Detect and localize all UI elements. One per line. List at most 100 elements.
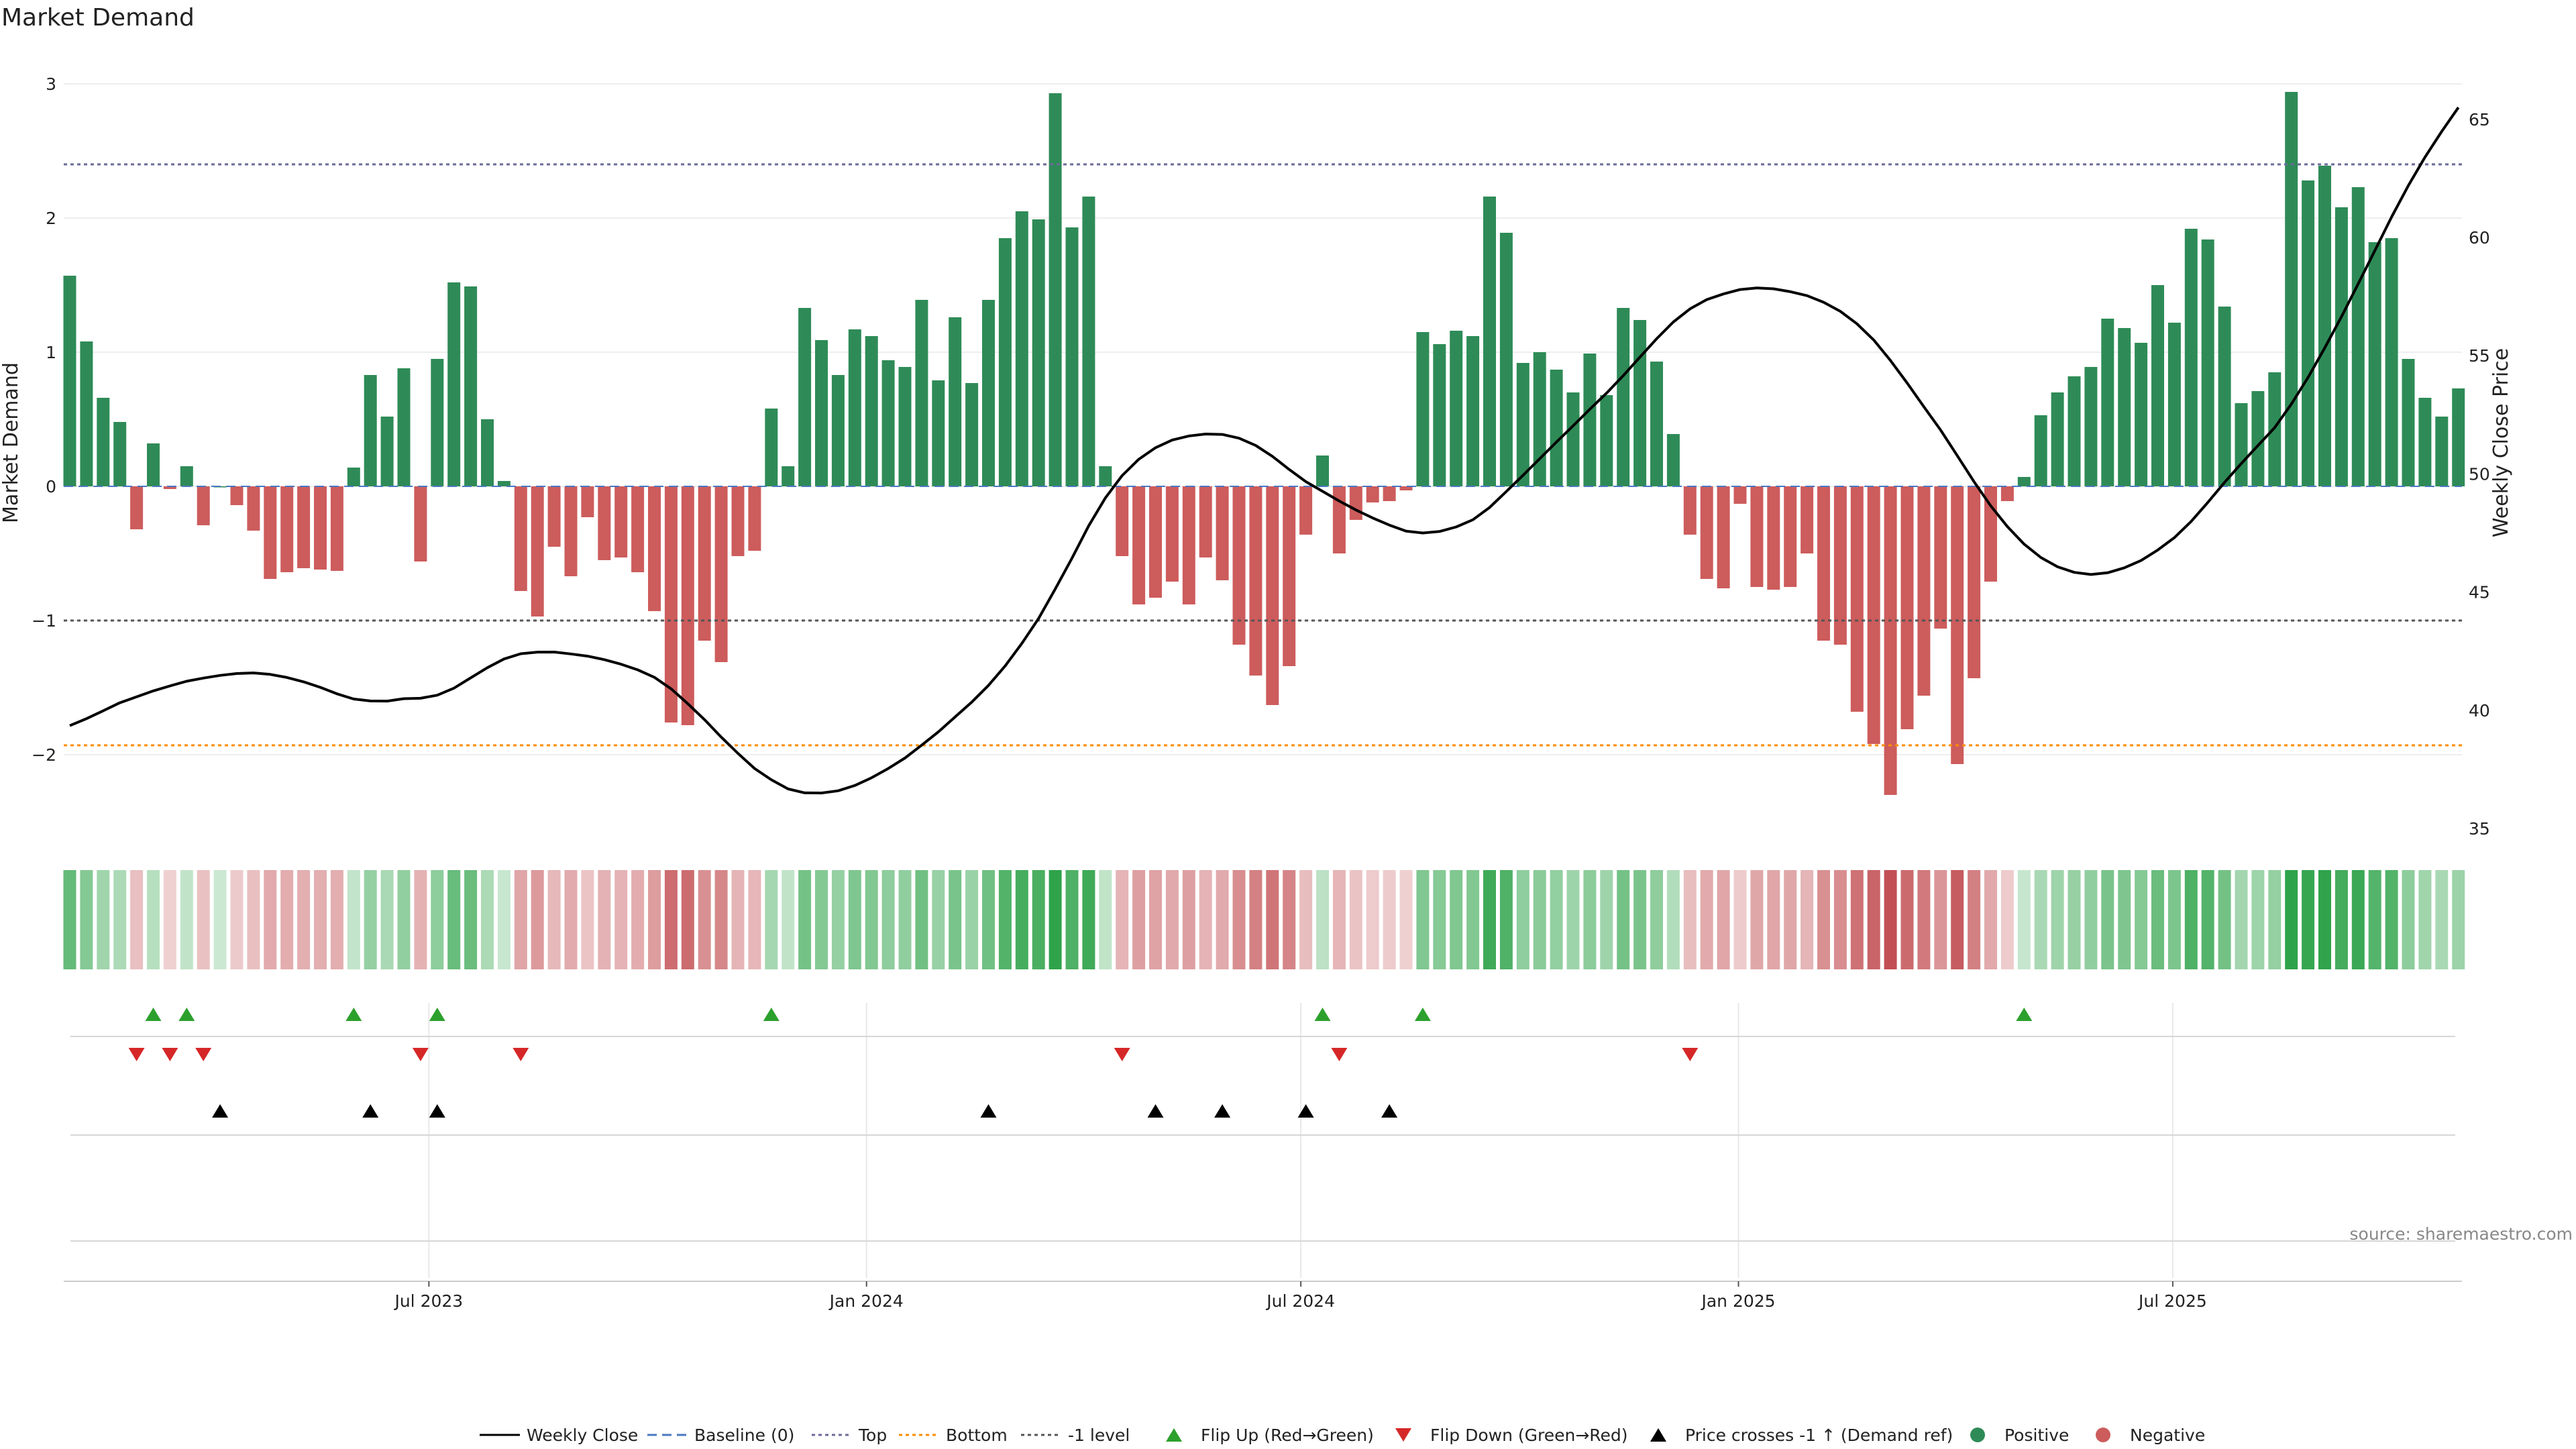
legend-swatch-flip-down bbox=[1395, 1428, 1411, 1442]
heatmap-cell bbox=[2452, 870, 2465, 969]
demand-bar bbox=[1884, 486, 1897, 795]
demand-heatmap-strip bbox=[63, 870, 2465, 969]
demand-bar bbox=[2218, 307, 2231, 486]
legend-item: Bottom bbox=[899, 1426, 1008, 1445]
demand-bar bbox=[932, 380, 945, 486]
heatmap-cell bbox=[598, 870, 611, 969]
demand-bar bbox=[1767, 486, 1780, 590]
demand-bar bbox=[264, 486, 277, 579]
demand-bar bbox=[1082, 197, 1095, 486]
heatmap-cell bbox=[2084, 870, 2098, 969]
demand-bar bbox=[1249, 486, 1263, 676]
heatmap-cell bbox=[949, 870, 962, 969]
heatmap-cell bbox=[898, 870, 912, 969]
heatmap-cell bbox=[614, 870, 628, 969]
heatmap-cell bbox=[2368, 870, 2381, 969]
heatmap-cell bbox=[213, 870, 227, 969]
heatmap-cell bbox=[1934, 870, 1947, 969]
legend-item-label: Negative bbox=[2130, 1426, 2205, 1445]
flip-up-marker bbox=[145, 1008, 162, 1021]
heatmap-cell bbox=[2201, 870, 2214, 969]
demand-bar bbox=[2101, 319, 2114, 486]
reference-lines bbox=[64, 163, 2462, 747]
x-tick-label: Jan 2025 bbox=[1700, 1291, 1775, 1311]
heatmap-cell bbox=[581, 870, 594, 969]
heatmap-cell bbox=[547, 870, 561, 969]
heatmap-cell bbox=[1833, 870, 1847, 969]
heatmap-cell bbox=[1165, 870, 1179, 969]
heatmap-cell bbox=[2118, 870, 2131, 969]
flip-up-marker bbox=[2016, 1008, 2033, 1021]
heatmap-cell bbox=[881, 870, 895, 969]
heatmap-cell bbox=[1283, 870, 1296, 969]
demand-bar bbox=[163, 486, 176, 489]
heatmap-cell bbox=[380, 870, 394, 969]
x-tick-label: Jul 2024 bbox=[1265, 1291, 1335, 1311]
heatmap-cell bbox=[1450, 870, 1463, 969]
heatmap-cell bbox=[1867, 870, 1880, 969]
demand-bar bbox=[113, 422, 127, 486]
heatmap-cell bbox=[1666, 870, 1680, 969]
heatmap-cell bbox=[2218, 870, 2231, 969]
heatmap-cell bbox=[1583, 870, 1597, 969]
heatmap-cell bbox=[230, 870, 244, 969]
demand-bar bbox=[1216, 486, 1229, 580]
grid-layer bbox=[64, 83, 2462, 1282]
demand-bar bbox=[1450, 331, 1463, 486]
demand-bar bbox=[531, 486, 544, 616]
demand-bar bbox=[1583, 354, 1597, 486]
demand-bar bbox=[414, 486, 427, 561]
demand-bar bbox=[1332, 486, 1346, 553]
demand-bar bbox=[2418, 398, 2432, 486]
heatmap-cell bbox=[2334, 870, 2348, 969]
demand-bar bbox=[1566, 392, 1580, 486]
heatmap-cell bbox=[698, 870, 711, 969]
legend-swatch-price-cross bbox=[1650, 1428, 1666, 1442]
flip-down-marker bbox=[1114, 1048, 1130, 1061]
legend: Weekly Close Baseline (0) Top Bottom -1 leve… bbox=[480, 1426, 2205, 1445]
heatmap-cell bbox=[1099, 870, 1112, 969]
heatmap-cell bbox=[1316, 870, 1329, 969]
heatmap-cell bbox=[1299, 870, 1313, 969]
heatmap-cell bbox=[330, 870, 343, 969]
heatmap-cell bbox=[280, 870, 294, 969]
heatmap-cell bbox=[1984, 870, 1997, 969]
heatmap-cell bbox=[97, 870, 110, 969]
legend-item: Baseline (0) bbox=[647, 1426, 794, 1445]
demand-bar bbox=[180, 466, 193, 486]
demand-bar bbox=[247, 486, 260, 531]
demand-bar bbox=[1833, 486, 1847, 645]
heatmap-cell bbox=[1600, 870, 1613, 969]
heatmap-cell bbox=[664, 870, 678, 969]
demand-bar bbox=[2318, 166, 2331, 486]
heatmap-cell bbox=[1199, 870, 1212, 969]
y-axis-right-label: Weekly Close Price bbox=[2489, 348, 2513, 537]
demand-bar bbox=[2351, 187, 2365, 486]
demand-bar bbox=[2385, 238, 2398, 486]
heatmap-cell bbox=[2034, 870, 2047, 969]
heatmap-cell bbox=[1149, 870, 1162, 969]
heatmap-cell bbox=[180, 870, 193, 969]
demand-bar bbox=[831, 375, 845, 486]
demand-bar bbox=[1600, 395, 1613, 486]
heatmap-cell bbox=[314, 870, 327, 969]
y-left-tick-label: 1 bbox=[46, 343, 56, 362]
heatmap-cell bbox=[1968, 870, 1981, 969]
demand-bar bbox=[1968, 486, 1981, 678]
demand-bar bbox=[314, 486, 327, 570]
demand-bar bbox=[1516, 363, 1529, 486]
heatmap-cell bbox=[1817, 870, 1830, 969]
heatmap-cell bbox=[2302, 870, 2315, 969]
demand-bar bbox=[1165, 486, 1179, 582]
heatmap-cell bbox=[1733, 870, 1747, 969]
demand-bar bbox=[731, 486, 745, 556]
demand-bar bbox=[714, 486, 728, 662]
demand-bar bbox=[497, 481, 511, 486]
demand-bar bbox=[2151, 285, 2164, 486]
demand-bar bbox=[2235, 403, 2248, 486]
weekly-close-line bbox=[69, 107, 2460, 795]
heatmap-cell bbox=[1566, 870, 1580, 969]
demand-bar bbox=[2034, 415, 2047, 486]
price-cross-marker bbox=[1381, 1104, 1398, 1118]
price-cross-marker bbox=[1214, 1104, 1231, 1118]
